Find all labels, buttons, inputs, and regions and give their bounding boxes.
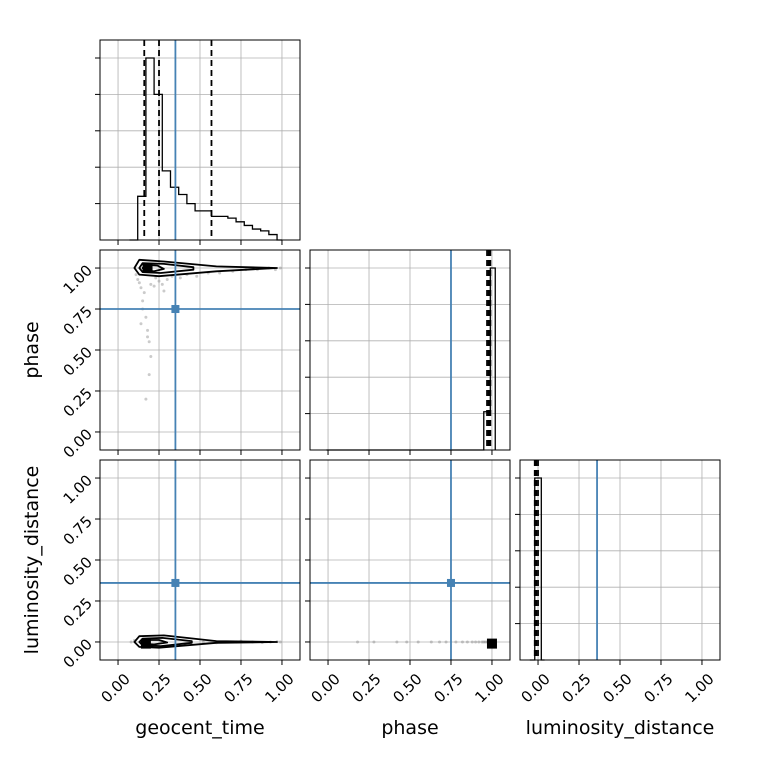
- sample-point: [144, 397, 148, 401]
- sample-point: [162, 289, 166, 293]
- sample-point: [482, 640, 486, 644]
- panel-frame: [99, 249, 301, 451]
- panel-frame: [99, 459, 301, 661]
- sample-point: [144, 315, 148, 319]
- sample-point: [372, 640, 376, 644]
- sample-point: [195, 274, 199, 278]
- panel-frame: [99, 39, 301, 241]
- sample-point: [405, 640, 409, 644]
- sample-point: [438, 640, 442, 644]
- x-tick-label: 0.75: [640, 670, 676, 706]
- truth-marker: [171, 305, 180, 314]
- sample-point: [136, 278, 140, 282]
- sample-point: [147, 373, 151, 377]
- sample-point: [154, 276, 158, 280]
- sample-point: [146, 328, 150, 332]
- panel-1-0: 0.00 0.25 0.50 0.75 1.00: [60, 249, 301, 462]
- x-axis-label: geocent_time: [135, 717, 264, 739]
- density-peak: [140, 638, 151, 649]
- panel-2-1: 0.00 0.25 0.50 0.75 1.00: [305, 459, 511, 706]
- sample-point: [165, 278, 169, 282]
- x-axis-label: phase: [381, 717, 438, 739]
- sample-point: [460, 640, 464, 644]
- density-peak: [486, 638, 497, 649]
- x-tick-label: 0.00: [517, 670, 553, 706]
- sample-point: [480, 640, 484, 644]
- x-tick-label: 1.00: [471, 670, 507, 706]
- sample-point: [160, 282, 164, 286]
- panel-2-2: 0.00 0.25 0.50 0.75 1.00: [515, 459, 721, 706]
- sample-point: [149, 282, 153, 286]
- sample-point: [137, 281, 141, 285]
- panel-frame: [309, 249, 511, 451]
- y-tick-label: 0.25: [60, 594, 96, 630]
- x-tick-label: 1.00: [681, 670, 717, 706]
- x-tick-label: 0.75: [220, 670, 256, 706]
- y-tick-label: 0.75: [60, 302, 96, 338]
- sample-point: [147, 340, 151, 344]
- sample-point: [134, 273, 138, 277]
- contour-level-1: [133, 258, 278, 278]
- x-tick-label: 0.25: [348, 670, 384, 706]
- truth-marker: [171, 578, 180, 587]
- x-tick-label: 0.50: [599, 670, 635, 706]
- x-tick-label: 0.25: [138, 670, 174, 706]
- sample-point: [429, 640, 433, 644]
- sample-point: [218, 271, 222, 275]
- histogram-phase: [326, 267, 496, 451]
- y-tick-label: 0.75: [60, 512, 96, 548]
- sample-point: [139, 322, 143, 326]
- y-tick-label: 1.00: [60, 471, 96, 507]
- sample-point: [474, 640, 478, 644]
- y-tick-label: 0.50: [60, 343, 96, 379]
- x-tick-label: 0.00: [307, 670, 343, 706]
- x-tick-label: 0.00: [97, 670, 133, 706]
- sample-point: [477, 640, 481, 644]
- sample-point: [470, 640, 474, 644]
- y-tick-label: 0.25: [60, 384, 96, 420]
- sample-point: [142, 291, 146, 295]
- y-tick-label: 1.00: [60, 261, 96, 297]
- y-tick-label: 0.00: [60, 425, 96, 461]
- truth-marker: [446, 578, 455, 587]
- y-axis-label: phase: [21, 321, 43, 378]
- x-tick-label: 0.25: [558, 670, 594, 706]
- panel-0-0: [95, 39, 301, 245]
- sample-point: [483, 640, 487, 644]
- sample-point: [278, 266, 282, 270]
- x-axis-label: luminosity_distance: [526, 717, 715, 739]
- histogram-geocent_time: [129, 57, 282, 241]
- sample-point: [395, 640, 399, 644]
- sample-point: [157, 279, 161, 283]
- panel-1-1: [305, 249, 511, 455]
- y-tick-label: 0.50: [60, 553, 96, 589]
- x-tick-label: 1.00: [261, 670, 297, 706]
- sample-point: [356, 640, 360, 644]
- x-tick-label: 0.75: [430, 670, 466, 706]
- sample-point: [146, 335, 150, 339]
- density-peak: [142, 263, 153, 274]
- sample-point: [201, 640, 205, 644]
- sample-point: [444, 640, 448, 644]
- sample-point: [141, 299, 145, 303]
- sample-point: [129, 640, 133, 644]
- sample-point: [416, 640, 420, 644]
- y-axis-label: luminosity_distance: [21, 466, 43, 655]
- sample-point: [465, 640, 469, 644]
- panel-frame: [309, 459, 511, 661]
- sample-point: [149, 355, 153, 359]
- sample-point: [152, 284, 156, 288]
- panel-frame: [519, 459, 721, 661]
- x-tick-label: 0.50: [179, 670, 215, 706]
- sample-point: [178, 276, 182, 280]
- sample-point: [139, 286, 143, 290]
- x-tick-label: 0.50: [389, 670, 425, 706]
- sample-point: [278, 640, 282, 644]
- panel-2-0: 0.000.250.500.751.000.00 0.25 0.50 0.75 1.00: [60, 459, 301, 706]
- sample-point: [454, 640, 458, 644]
- y-tick-label: 0.00: [60, 635, 96, 671]
